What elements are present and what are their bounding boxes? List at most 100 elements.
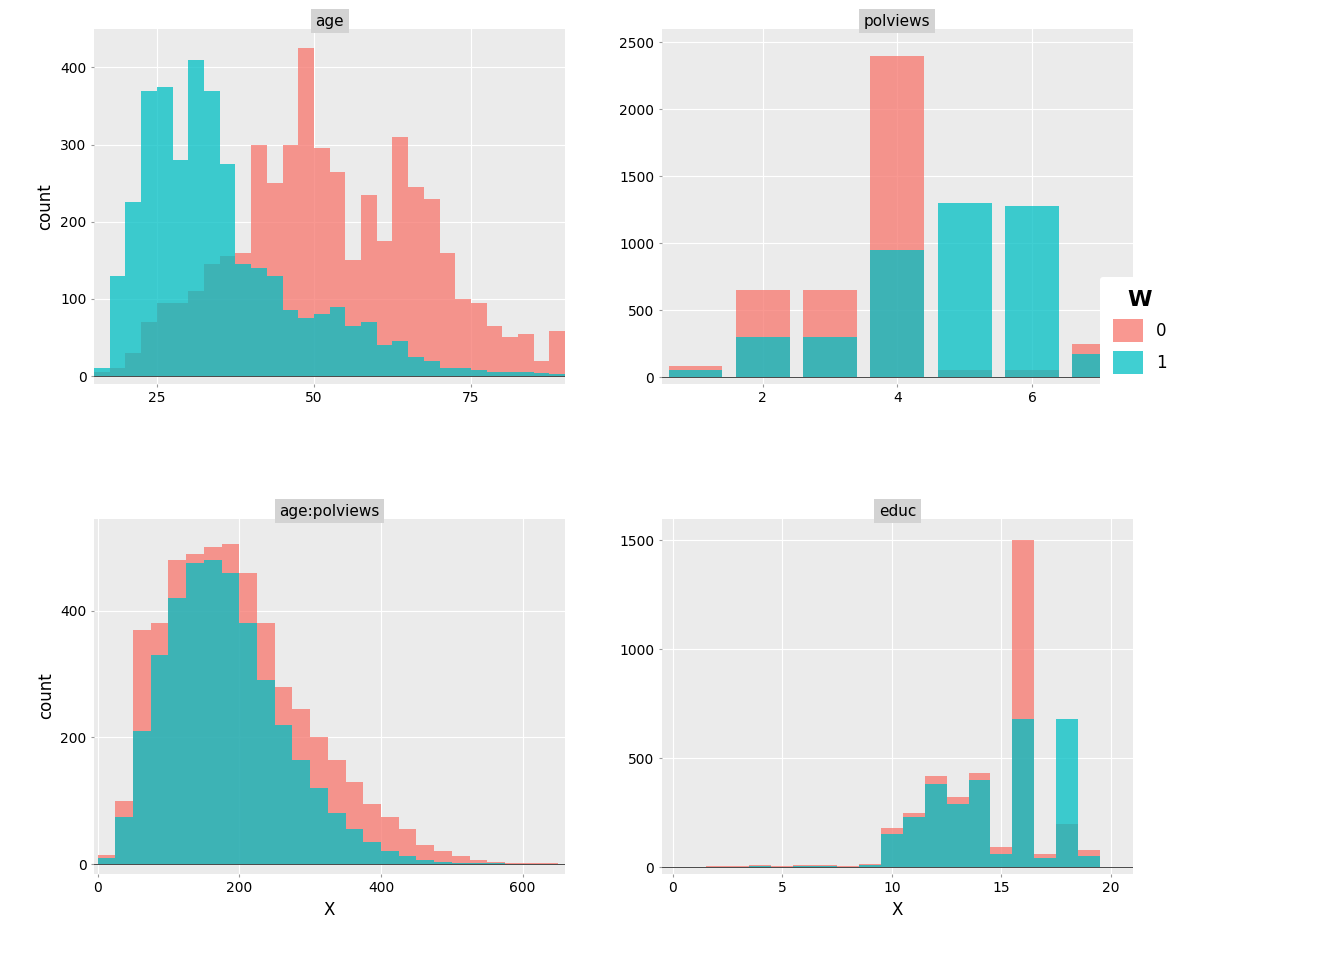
Bar bbox=[991, 854, 1012, 867]
Bar bbox=[116, 801, 133, 864]
Bar bbox=[469, 859, 488, 864]
Bar bbox=[98, 857, 116, 864]
Bar bbox=[345, 260, 362, 376]
Bar bbox=[1035, 858, 1056, 867]
Bar bbox=[503, 338, 517, 376]
Bar bbox=[94, 369, 110, 376]
Bar bbox=[172, 160, 188, 376]
Bar bbox=[969, 780, 991, 867]
Bar bbox=[219, 256, 235, 376]
Bar bbox=[380, 817, 399, 864]
Bar bbox=[239, 572, 257, 864]
Bar bbox=[991, 848, 1012, 867]
Bar bbox=[452, 863, 469, 864]
Bar bbox=[298, 48, 314, 376]
Bar bbox=[204, 90, 219, 376]
Bar bbox=[1073, 344, 1126, 377]
Bar bbox=[116, 817, 133, 864]
Bar bbox=[399, 856, 417, 864]
Bar bbox=[267, 276, 282, 376]
Bar bbox=[222, 544, 239, 864]
Bar bbox=[257, 681, 274, 864]
Bar bbox=[204, 560, 222, 864]
Bar bbox=[345, 781, 363, 864]
Bar bbox=[219, 164, 235, 376]
Bar bbox=[423, 199, 439, 376]
Bar bbox=[168, 598, 187, 864]
Title: educ: educ bbox=[879, 504, 917, 518]
Bar bbox=[880, 834, 903, 867]
Bar bbox=[804, 290, 857, 377]
Bar bbox=[399, 829, 417, 864]
Bar bbox=[737, 337, 790, 377]
Bar bbox=[235, 252, 251, 376]
Bar bbox=[1005, 205, 1059, 377]
Bar bbox=[1035, 854, 1056, 867]
Bar bbox=[235, 264, 251, 376]
Title: polviews: polviews bbox=[864, 13, 930, 29]
Bar bbox=[204, 547, 222, 864]
Bar bbox=[328, 759, 345, 864]
Bar bbox=[969, 774, 991, 867]
Bar bbox=[409, 187, 423, 376]
Bar bbox=[187, 554, 204, 864]
Bar bbox=[314, 149, 329, 376]
X-axis label: X: X bbox=[324, 900, 335, 919]
Bar bbox=[293, 708, 310, 864]
Bar bbox=[423, 361, 439, 376]
Y-axis label: count: count bbox=[36, 673, 55, 719]
Bar bbox=[157, 302, 172, 376]
Bar bbox=[392, 137, 409, 376]
Bar bbox=[133, 630, 151, 864]
Bar bbox=[925, 784, 946, 867]
Bar bbox=[376, 346, 392, 376]
Bar bbox=[267, 183, 282, 376]
Bar bbox=[239, 623, 257, 864]
Bar bbox=[487, 372, 503, 376]
Bar bbox=[363, 842, 380, 864]
Bar bbox=[488, 861, 505, 864]
Bar bbox=[417, 859, 434, 864]
Bar bbox=[329, 306, 345, 376]
Bar bbox=[470, 302, 487, 376]
Bar bbox=[376, 241, 392, 376]
Bar bbox=[125, 353, 141, 376]
Bar bbox=[534, 372, 550, 376]
Bar bbox=[534, 361, 550, 376]
Bar bbox=[1005, 371, 1059, 377]
Bar bbox=[204, 264, 219, 376]
Bar bbox=[816, 865, 837, 867]
Bar bbox=[750, 865, 771, 867]
Title: age: age bbox=[316, 13, 344, 29]
X-axis label: X: X bbox=[891, 900, 903, 919]
Bar bbox=[550, 331, 564, 376]
Bar bbox=[310, 737, 328, 864]
Bar bbox=[871, 250, 925, 377]
Bar bbox=[222, 572, 239, 864]
Bar bbox=[859, 865, 880, 867]
Bar bbox=[946, 798, 969, 867]
Bar bbox=[328, 813, 345, 864]
Bar bbox=[1012, 719, 1035, 867]
Bar bbox=[380, 852, 399, 864]
Bar bbox=[517, 372, 534, 376]
Bar bbox=[329, 172, 345, 376]
Bar bbox=[439, 252, 456, 376]
Bar bbox=[1073, 353, 1126, 377]
Bar bbox=[282, 310, 298, 376]
Bar bbox=[837, 866, 859, 867]
Bar bbox=[938, 203, 992, 377]
Bar bbox=[503, 372, 517, 376]
Bar bbox=[282, 145, 298, 376]
Bar bbox=[274, 686, 293, 864]
Bar bbox=[293, 759, 310, 864]
Bar bbox=[880, 828, 903, 867]
Bar bbox=[409, 357, 423, 376]
Bar bbox=[251, 145, 267, 376]
Bar bbox=[750, 866, 771, 867]
Bar bbox=[946, 804, 969, 867]
Bar bbox=[141, 90, 157, 376]
Bar bbox=[314, 314, 329, 376]
Bar bbox=[188, 291, 204, 376]
Bar bbox=[98, 854, 116, 864]
